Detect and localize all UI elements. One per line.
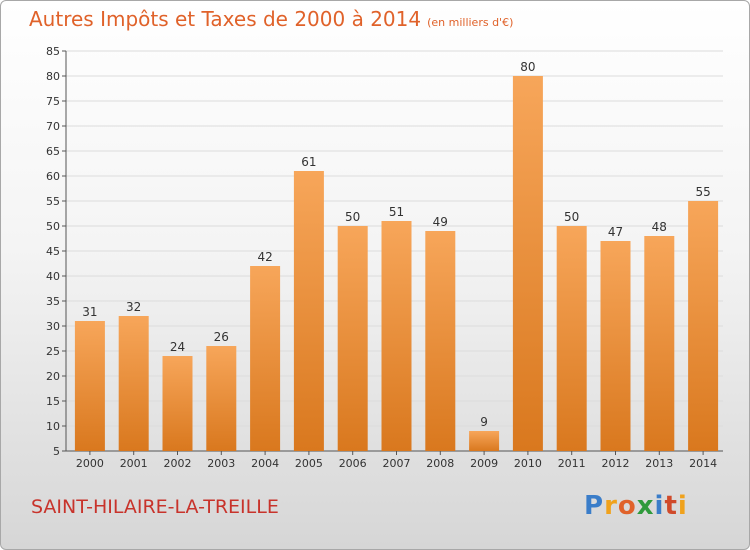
logo-letter: x — [636, 491, 655, 521]
data-label-2001: 32 — [126, 300, 141, 314]
y-tick-label-65: 65 — [46, 145, 60, 158]
x-tick-label-2009: 2009 — [470, 457, 498, 470]
data-label-2004: 42 — [257, 250, 272, 264]
chart-title: Autres Impôts et Taxes de 2000 à 2014 (en… — [29, 7, 513, 31]
x-tick-label-2003: 2003 — [207, 457, 235, 470]
logo-letter: i — [677, 491, 688, 521]
bar-2013 — [644, 236, 675, 451]
bar-2001 — [118, 316, 149, 451]
x-tick-label-2012: 2012 — [602, 457, 630, 470]
x-tick-label-2000: 2000 — [76, 457, 104, 470]
y-tick-label-85: 85 — [46, 45, 60, 58]
chart-subtitle: (en milliers d'€) — [427, 16, 514, 29]
y-tick-label-20: 20 — [46, 370, 60, 383]
x-tick-label-2005: 2005 — [295, 457, 323, 470]
bar-2006 — [337, 226, 368, 451]
data-label-2002: 24 — [170, 340, 185, 354]
logo-letter: i — [654, 491, 665, 521]
bar-2005 — [293, 171, 324, 451]
data-label-2014: 55 — [695, 185, 710, 199]
x-tick-label-2010: 2010 — [514, 457, 542, 470]
data-label-2007: 51 — [389, 205, 404, 219]
y-tick-label-55: 55 — [46, 195, 60, 208]
bar-2011 — [556, 226, 587, 451]
proxiti-logo: Proxiti — [584, 491, 688, 521]
data-label-2005: 61 — [301, 155, 316, 169]
y-tick-label-60: 60 — [46, 170, 60, 183]
x-tick-label-2007: 2007 — [383, 457, 411, 470]
y-tick-label-45: 45 — [46, 245, 60, 258]
bar-2002 — [162, 356, 193, 451]
x-tick-label-2011: 2011 — [558, 457, 586, 470]
logo-letter: r — [604, 491, 618, 521]
y-tick-label-5: 5 — [53, 445, 60, 458]
y-tick-label-35: 35 — [46, 295, 60, 308]
data-label-2003: 26 — [214, 330, 229, 344]
logo-letter: o — [617, 491, 637, 521]
bar-2012 — [600, 241, 631, 451]
data-label-2010: 80 — [520, 60, 535, 74]
y-tick-label-25: 25 — [46, 345, 60, 358]
data-label-2000: 31 — [82, 305, 97, 319]
y-tick-label-40: 40 — [46, 270, 60, 283]
x-tick-label-2004: 2004 — [251, 457, 279, 470]
bar-2007 — [381, 221, 412, 451]
bar-2014 — [688, 201, 719, 451]
data-label-2009: 9 — [480, 415, 488, 429]
bar-2004 — [250, 266, 281, 451]
data-label-2008: 49 — [433, 215, 448, 229]
y-tick-label-75: 75 — [46, 95, 60, 108]
bar-2008 — [425, 231, 456, 451]
y-tick-label-30: 30 — [46, 320, 60, 333]
data-label-2006: 50 — [345, 210, 360, 224]
x-tick-label-2001: 2001 — [120, 457, 148, 470]
logo-letter: t — [664, 491, 678, 521]
data-label-2012: 47 — [608, 225, 623, 239]
logo-letter: P — [584, 491, 605, 521]
data-label-2011: 50 — [564, 210, 579, 224]
title-text: Autres Impôts et Taxes de 2000 à 2014 — [29, 7, 422, 31]
labels: 31 2000 32 2001 24 2002 26 2003 42 2004 61 2005 50 20… — [76, 60, 717, 470]
x-tick-label-2006: 2006 — [339, 457, 367, 470]
bar-2009 — [469, 431, 500, 451]
y-tick-label-50: 50 — [46, 220, 60, 233]
data-label-2013: 48 — [652, 220, 667, 234]
x-tick-label-2002: 2002 — [164, 457, 192, 470]
y-tick-label-15: 15 — [46, 395, 60, 408]
y-tick-label-80: 80 — [46, 70, 60, 83]
x-tick-label-2014: 2014 — [689, 457, 717, 470]
town-name: SAINT-HILAIRE-LA-TREILLE — [31, 496, 279, 518]
x-tick-label-2013: 2013 — [645, 457, 673, 470]
y-tick-label-70: 70 — [46, 120, 60, 133]
y-tick-label-10: 10 — [46, 420, 60, 433]
x-tick-label-2008: 2008 — [426, 457, 454, 470]
bar-2010 — [512, 76, 543, 451]
bar-2003 — [206, 346, 237, 451]
bars — [74, 76, 719, 451]
bar-2000 — [74, 321, 105, 451]
axes: 5 10 15 20 25 30 35 40 45 50 55 60 65 70 75 80 85 — [46, 45, 723, 458]
